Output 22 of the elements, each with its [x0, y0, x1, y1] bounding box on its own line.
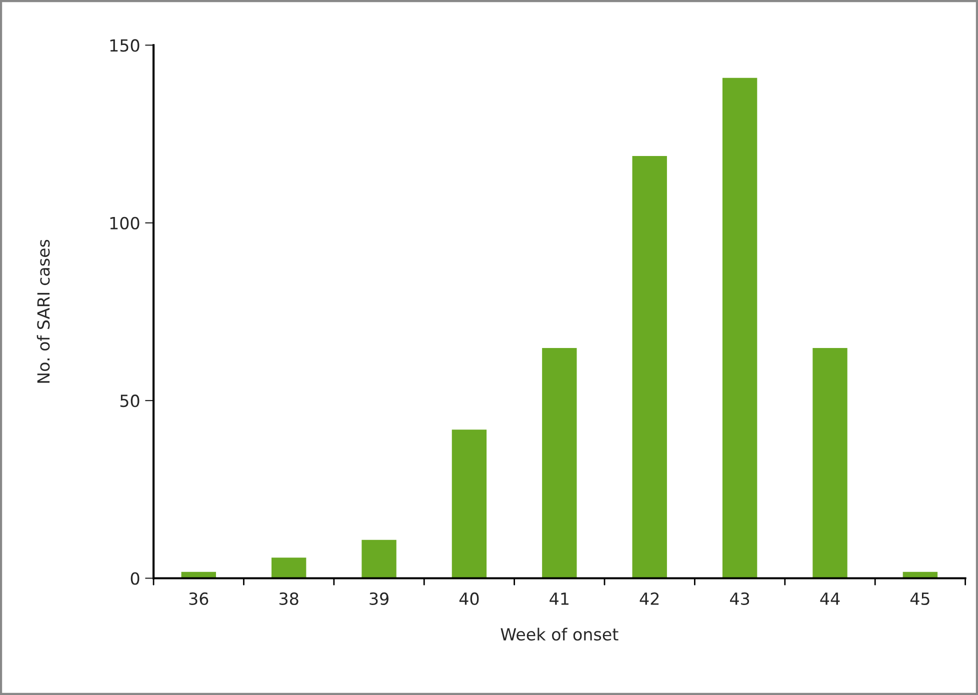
- y-axis-title: No. of SARI cases: [36, 240, 50, 383]
- x-tick-label: 43: [730, 592, 750, 606]
- y-tick-label: 0: [130, 572, 140, 585]
- x-tick-label: 38: [280, 592, 298, 606]
- x-tick-label: 39: [370, 592, 388, 606]
- x-tick-label: 42: [640, 592, 659, 605]
- x-tick-label: 36: [189, 592, 208, 606]
- bar: [270, 556, 308, 578]
- bar: [540, 346, 578, 578]
- bar: [811, 346, 849, 578]
- bar: [360, 538, 398, 578]
- x-tick-label: 41: [550, 592, 568, 605]
- bar: [721, 76, 759, 578]
- y-tick-label: 50: [120, 394, 140, 408]
- x-axis-title: Week of onset: [500, 628, 618, 641]
- bar: [630, 154, 668, 578]
- x-tick-label: 40: [459, 592, 479, 606]
- bar: [450, 428, 488, 578]
- x-tick-label: 44: [820, 592, 840, 605]
- x-tick-label: 45: [910, 592, 930, 606]
- y-tick-label: 150: [110, 39, 140, 52]
- y-tick-label: 100: [110, 216, 140, 230]
